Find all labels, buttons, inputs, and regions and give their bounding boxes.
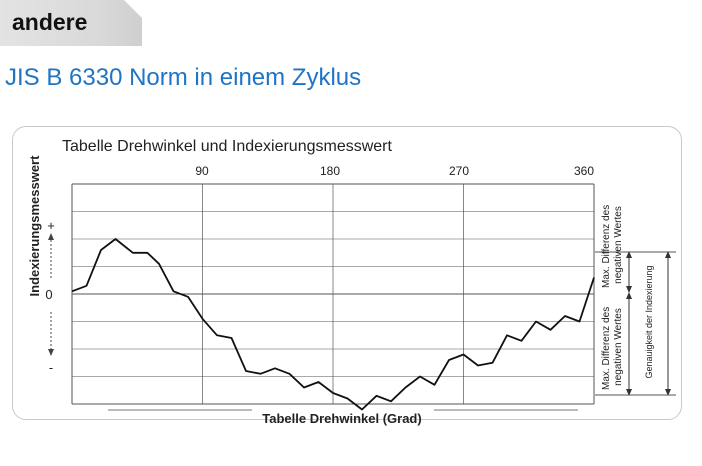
y-minus-mark: -: [49, 360, 53, 375]
category-tag-label: andere: [12, 9, 88, 35]
x-tick-label-360: 360: [574, 164, 594, 178]
chart-title: Tabelle Drehwinkel und Indexierungsmessw…: [62, 138, 393, 155]
y-plus-arrowhead: [48, 233, 54, 240]
upper-dimension-arrow-bottom: [626, 286, 632, 293]
y-plus-mark: +: [47, 218, 55, 233]
annotation-max-negative-lower: Max. Differenz des negativen Wertes: [601, 304, 624, 390]
tag-corner-cut: [124, 0, 142, 18]
page-headline: JIS B 6330 Norm in einem Zyklus: [5, 64, 362, 91]
y-minus-arrowhead: [48, 349, 54, 356]
category-tag: andere: [0, 0, 142, 46]
lower-dimension-arrow-top: [626, 292, 632, 299]
annotation-max-negative-upper-line1: Max. Differenz des: [601, 205, 612, 288]
chart-series: [71, 238, 595, 411]
lower-dimension-arrow-bottom: [626, 389, 632, 396]
x-tick-label-90: 90: [195, 164, 209, 178]
accuracy-dimension-arrow-top: [665, 251, 671, 258]
x-tick-label-180: 180: [320, 164, 340, 178]
y-axis-label: Indexierungsmesswert: [27, 155, 42, 297]
x-axis-label: Tabelle Drehwinkel (Grad): [262, 411, 421, 426]
x-tick-label-270: 270: [449, 164, 469, 178]
annotation-max-negative-lower-line1: Max. Differenz des: [601, 307, 612, 390]
chart-grid: [71, 183, 595, 405]
annotation-max-negative-upper-line2: negativen Wertes: [613, 206, 624, 284]
annotation-max-negative-lower-line2: negativen Wertes: [613, 308, 624, 386]
annotation-accuracy: Genauigkeit der Indexierung: [644, 265, 654, 378]
annotation-max-negative-upper: Max. Differenz des negativen Wertes: [601, 202, 624, 288]
series-line-0: [71, 238, 595, 411]
accuracy-dimension-arrow-bottom: [665, 389, 671, 396]
y-zero-mark: 0: [45, 287, 52, 302]
upper-dimension-arrow-top: [626, 251, 632, 258]
chart-frame: [12, 126, 682, 420]
